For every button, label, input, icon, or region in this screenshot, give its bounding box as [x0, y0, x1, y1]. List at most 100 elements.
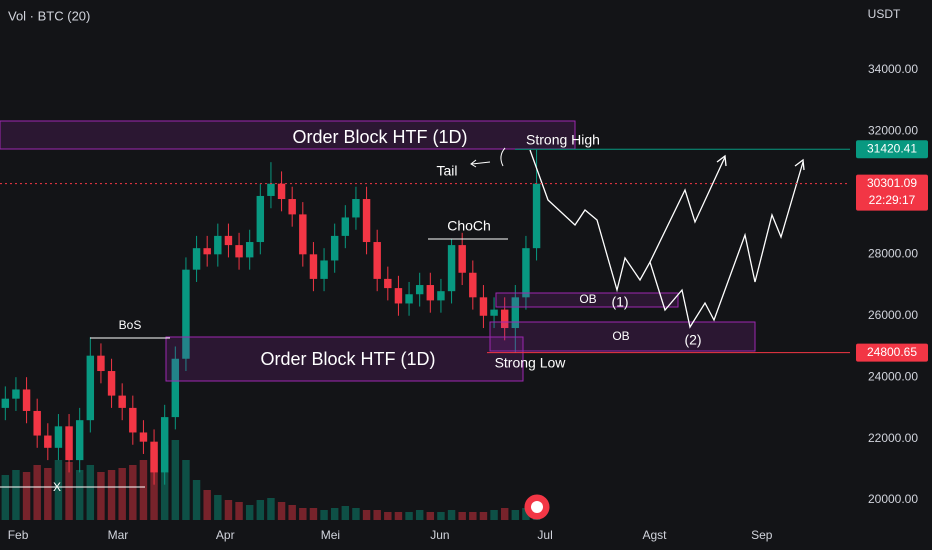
volume-bar — [405, 512, 413, 520]
projection-path — [529, 149, 804, 329]
price-tag-label: 24800.65 — [867, 345, 917, 359]
volume-bar — [277, 502, 286, 520]
x-tick-label: Apr — [216, 528, 235, 542]
candle-body — [65, 426, 73, 461]
volume-bar — [469, 512, 477, 520]
candle-body — [22, 389, 31, 411]
volume-bar — [341, 506, 350, 520]
y-tick-label: 20000.00 — [868, 492, 918, 506]
y-tick-label: 26000.00 — [868, 308, 918, 322]
candle-body — [75, 420, 84, 461]
candle-body — [405, 294, 413, 304]
volume-bar — [44, 468, 52, 520]
price-tag — [856, 343, 928, 362]
volume-bar — [118, 468, 126, 520]
arrow-head — [716, 154, 727, 167]
volume-bar — [522, 508, 530, 520]
currency-label: USDT — [868, 7, 901, 21]
y-tick-label: 34000.00 — [868, 62, 918, 76]
volume-bar — [139, 460, 148, 520]
candle-body — [44, 435, 52, 448]
candle-body — [33, 410, 41, 436]
candle-body — [192, 248, 201, 270]
volume-bar — [384, 512, 392, 520]
candle-body — [139, 432, 148, 442]
volume-bar — [1, 475, 10, 520]
candle-body — [522, 248, 530, 298]
candle-body — [245, 242, 254, 258]
candle-body — [150, 441, 158, 473]
x-tick-label: Agst — [642, 528, 667, 542]
candle-body — [394, 288, 403, 304]
volume-bar — [458, 512, 466, 520]
volume-bar — [511, 510, 520, 520]
y-tick-label: 28000.00 — [868, 246, 918, 260]
volume-bar — [107, 470, 116, 520]
volume-bar — [320, 510, 328, 520]
volume-bar — [171, 440, 180, 520]
x-tick-label: Jun — [430, 528, 449, 542]
candle-body — [182, 269, 190, 359]
candle-body — [54, 426, 63, 448]
volume-bar — [437, 512, 445, 520]
tail-arrow — [470, 159, 491, 168]
volume-bar — [299, 508, 307, 520]
volume-bar — [150, 450, 158, 520]
volume-bar — [22, 472, 31, 520]
volume-bar — [203, 490, 211, 520]
candle-body — [320, 260, 328, 279]
annotation: Strong High — [526, 132, 600, 148]
order-block — [0, 120, 576, 150]
volume-bar — [288, 505, 296, 520]
volume-bar — [86, 465, 95, 520]
order-block — [165, 336, 524, 382]
volume-bar — [33, 465, 41, 520]
candle-body — [415, 285, 424, 295]
x-tick-label: Feb — [8, 528, 29, 542]
annotation: ChoCh — [447, 218, 491, 234]
x-tick-label: Mar — [108, 528, 129, 542]
annotation: Order Block HTF (1D) — [292, 127, 467, 147]
candle-body — [118, 395, 126, 408]
volume-bar — [245, 505, 254, 520]
volume-bar — [362, 510, 371, 520]
candle-body — [171, 358, 180, 418]
volume-bar — [490, 510, 498, 520]
volume-bar — [214, 495, 222, 520]
volume-bar — [224, 500, 233, 520]
annotation: OB — [612, 329, 629, 343]
candle-body — [362, 199, 371, 243]
candle-body — [256, 195, 265, 243]
plot — [1, 149, 541, 520]
candle-body — [373, 242, 381, 279]
order-block — [489, 321, 756, 352]
volume-bar — [330, 508, 339, 520]
candle-body — [299, 214, 307, 255]
candle-body — [341, 217, 350, 236]
indicator-label: Vol · BTC (20) — [8, 8, 90, 23]
tail-curve — [500, 147, 506, 167]
y-tick-label: 32000.00 — [868, 124, 918, 138]
volume-bar — [309, 508, 318, 520]
candle-body — [267, 183, 275, 196]
candle-body — [97, 355, 105, 372]
annotation: Order Block HTF (1D) — [260, 349, 435, 369]
candle-body — [235, 245, 243, 258]
candle-body — [458, 245, 466, 273]
candle-body — [107, 371, 116, 396]
volume-bar — [129, 465, 137, 520]
y-tick-label: 24000.00 — [868, 369, 918, 383]
x-tick-label: Jul — [537, 528, 552, 542]
candle-body — [129, 407, 137, 433]
annotation: Tail — [436, 163, 457, 179]
y-tick-label: 22000.00 — [868, 431, 918, 445]
candle-body — [437, 291, 445, 301]
volume-bar — [182, 460, 190, 520]
annotation: (2) — [684, 332, 701, 348]
volume-bar — [97, 472, 105, 520]
candle-body — [532, 183, 541, 249]
price-tag-label: 31420.41 — [867, 141, 917, 155]
event-icon-inner — [531, 501, 543, 513]
volume-bar — [54, 460, 63, 520]
volume-bar — [192, 480, 201, 520]
